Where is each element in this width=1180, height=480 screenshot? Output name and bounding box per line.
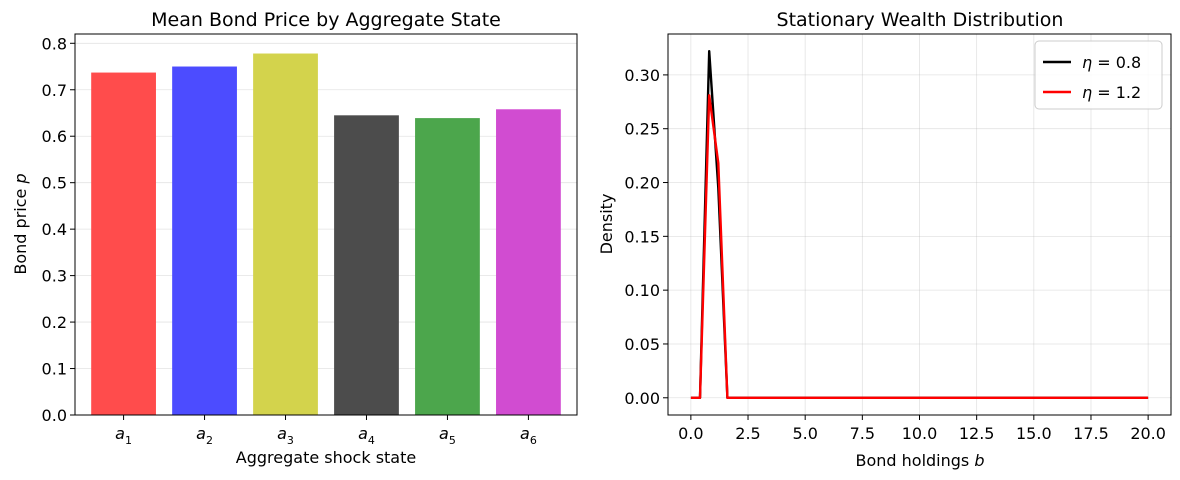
bar-chart-x-tick-label: a4 xyxy=(358,424,375,447)
line-chart-x-tick-label: 17.5 xyxy=(1073,424,1109,443)
line-chart-y-tick-label: 0.20 xyxy=(624,174,660,193)
bar-3 xyxy=(253,53,318,415)
bar-chart-bars xyxy=(91,53,561,416)
bar-chart-x-tick-label: a1 xyxy=(115,424,132,447)
bar-chart-x-tick-sub: 1 xyxy=(125,434,132,447)
line-chart-x-tick-label: 20.0 xyxy=(1130,424,1166,443)
line-chart-y-tick-label: 0.00 xyxy=(624,389,660,408)
bar-chart-x-label: Aggregate shock state xyxy=(236,448,416,467)
bar-chart-gridlines xyxy=(75,42,577,416)
bar-chart-x-tick-base: a xyxy=(277,424,287,443)
bar-chart-x-tick-label: a5 xyxy=(439,424,456,447)
bar-chart-y-tick-label: 0.4 xyxy=(42,220,67,239)
bar-chart-y-tick-label: 0.0 xyxy=(42,406,67,425)
bar-chart-x-tick-label: a6 xyxy=(520,424,537,447)
bar-2 xyxy=(172,66,237,416)
line-chart-series xyxy=(690,50,1149,399)
bar-chart-y-tick-label: 0.7 xyxy=(42,81,67,100)
line-chart-x-label-var: b xyxy=(974,451,984,470)
legend-label: η = 1.2 xyxy=(1082,83,1141,102)
bar-4 xyxy=(334,115,399,415)
line-chart-y-tick-label: 0.05 xyxy=(624,335,660,354)
line-chart-legend: η = 0.8η = 1.2 xyxy=(1034,40,1163,110)
series-line-2 xyxy=(690,94,1149,399)
bar-chart-x-tick-label: a2 xyxy=(196,424,213,447)
bar-chart-x-ticks: a1 a2 a3 a4 a5 a6 xyxy=(115,415,537,447)
bar-chart-y-tick-label: 0.3 xyxy=(42,267,67,286)
bar-chart-x-tick-base: a xyxy=(358,424,368,443)
bar-chart-x-tick-sub: 5 xyxy=(449,434,456,447)
bar-chart-y-tick-label: 0.5 xyxy=(42,174,67,193)
legend-label: η = 0.8 xyxy=(1082,53,1141,72)
bar-chart-x-tick-sub: 3 xyxy=(287,434,294,447)
line-chart-y-tick-label: 0.30 xyxy=(624,66,660,85)
line-chart-x-tick-label: 0.0 xyxy=(678,424,703,443)
bar-chart-y-tick-label: 0.1 xyxy=(42,360,67,379)
bar-chart-x-tick-sub: 6 xyxy=(530,434,537,447)
bar-chart-y-ticks: 0.0 0.1 0.2 0.3 0.4 0.5 0.6 0.7 0.8 xyxy=(42,34,75,425)
bar-chart: Mean Bond Price by Aggregate State 0.00.… xyxy=(11,9,578,467)
bar-chart-frame xyxy=(74,33,578,416)
line-chart-x-label-text: Bond holdings xyxy=(855,451,969,470)
line-chart-x-tick-label: 2.5 xyxy=(735,424,760,443)
bar-chart-y-label-var: p xyxy=(11,173,30,184)
bar-5 xyxy=(415,118,480,415)
bar-chart-y-tick-label: 0.2 xyxy=(42,313,67,332)
legend-label-var: η xyxy=(1082,53,1092,72)
bar-chart-x-tick-base: a xyxy=(520,424,530,443)
line-chart-y-ticks: 0.00 0.05 0.10 0.15 0.20 0.25 0.30 xyxy=(624,66,668,408)
line-chart-x-tick-label: 12.5 xyxy=(959,424,995,443)
line-chart-title: Stationary Wealth Distribution xyxy=(777,9,1064,31)
line-chart: Stationary Wealth Distribution 0.000.050… xyxy=(597,9,1172,470)
line-chart-y-tick-label: 0.25 xyxy=(624,120,660,139)
line-chart-x-tick-label: 15.0 xyxy=(1016,424,1052,443)
bar-chart-x-tick-base: a xyxy=(196,424,206,443)
legend-label-var: η xyxy=(1082,83,1092,102)
line-chart-x-tick-label: 7.5 xyxy=(850,424,875,443)
bar-chart-y-label: Bond price p xyxy=(11,173,30,274)
bar-chart-x-tick-sub: 2 xyxy=(206,434,213,447)
line-chart-x-tick-label: 5.0 xyxy=(792,424,817,443)
bar-6 xyxy=(496,109,561,416)
line-chart-x-tick-label: 10.0 xyxy=(902,424,938,443)
bar-chart-title: Mean Bond Price by Aggregate State xyxy=(151,9,501,31)
line-chart-y-tick-label: 0.10 xyxy=(624,281,660,300)
bar-chart-y-tick-label: 0.8 xyxy=(42,34,67,53)
bar-chart-x-tick-base: a xyxy=(115,424,125,443)
bar-chart-x-tick-base: a xyxy=(439,424,449,443)
legend-label-value: = 0.8 xyxy=(1092,53,1141,72)
legend-label-value: = 1.2 xyxy=(1092,83,1141,102)
bar-chart-x-tick-sub: 4 xyxy=(368,434,375,447)
line-chart-x-ticks: 0.0 2.5 5.0 7.5 10.0 12.5 15.0 17.5 20.0 xyxy=(678,415,1166,443)
bar-chart-y-tick-label: 0.6 xyxy=(42,127,67,146)
bar-1 xyxy=(91,72,156,415)
line-chart-y-label: Density xyxy=(597,194,616,255)
line-chart-y-tick-label: 0.15 xyxy=(624,227,660,246)
bar-chart-x-tick-label: a3 xyxy=(277,424,294,447)
bar-chart-y-label-text: Bond price xyxy=(11,189,30,275)
line-chart-x-label: Bond holdings b xyxy=(855,451,984,470)
